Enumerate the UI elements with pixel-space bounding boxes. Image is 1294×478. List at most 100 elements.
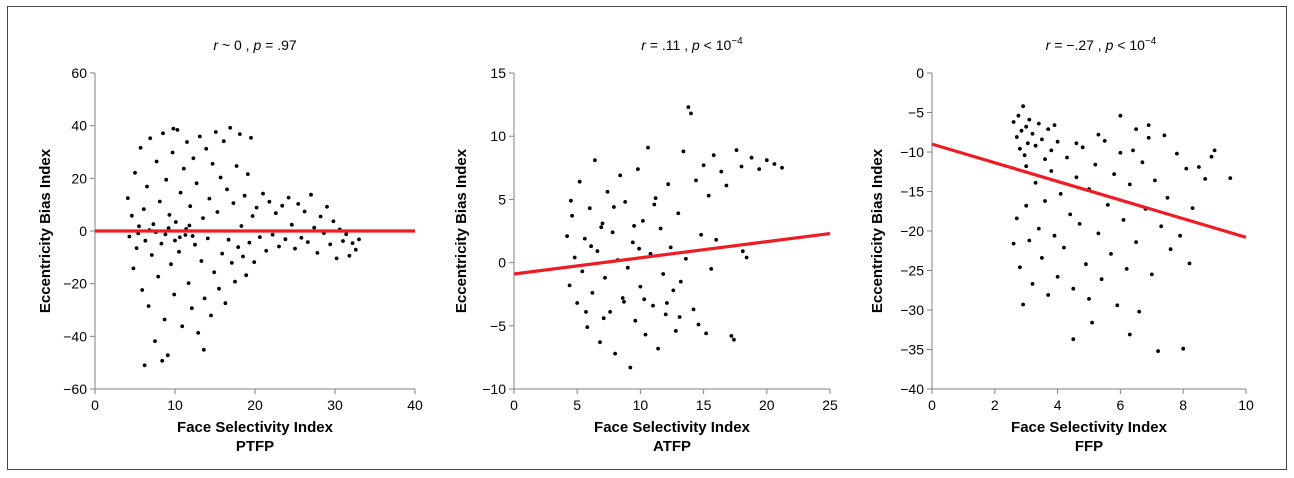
scatter-point: [199, 259, 204, 263]
scatter-point: [267, 199, 272, 204]
scatter-point: [145, 184, 149, 189]
x-tick-label: 0: [91, 397, 99, 413]
scatter-point: [577, 179, 582, 184]
scatter-point: [691, 307, 696, 312]
scatter-point: [244, 273, 249, 278]
title-r-sym: r: [213, 37, 219, 53]
scatter-point: [643, 332, 648, 337]
scatter-point: [599, 225, 604, 230]
scatter-point: [589, 244, 593, 249]
scatter-point: [648, 251, 653, 256]
y-tick-label: −20: [900, 223, 924, 239]
scatter-point: [273, 211, 278, 216]
scatter-point: [194, 181, 199, 186]
regression-line: [513, 231, 831, 276]
scatter-point: [600, 221, 605, 226]
scatter-point: [1052, 123, 1057, 127]
scatter-panel-atfp: r = .11 , p < 10−4 −10 −5 0 5 10 15 0 5 10 15 20 25 F…: [432, 0, 852, 478]
scatter-point: [1021, 302, 1025, 307]
scatter-point: [1036, 121, 1041, 126]
scatter-point: [293, 246, 297, 251]
scatter-point: [1153, 178, 1157, 183]
scatter-point: [181, 166, 186, 171]
scatter-point: [1090, 320, 1094, 325]
scatter-point: [1159, 224, 1164, 229]
y-axis-label: Eccentricity Bias Index: [453, 148, 470, 313]
x-tick-label: 6: [1117, 397, 1125, 413]
scatter-point: [1021, 104, 1025, 109]
scatter-point: [1019, 128, 1024, 133]
scatter-point: [1027, 117, 1032, 122]
y-axis-label: Eccentricity Bias Index: [869, 148, 886, 313]
scatter-point: [210, 161, 215, 166]
x-tick-label: 25: [822, 397, 838, 413]
scatter-point: [125, 196, 130, 201]
scatter-point: [1024, 203, 1029, 208]
scatter-point: [280, 203, 285, 208]
scatter-point: [1046, 293, 1051, 297]
title-p-sym: p: [691, 37, 700, 53]
x-tick-label: 20: [247, 397, 263, 413]
scatter-point: [1049, 148, 1054, 153]
scatter-point: [283, 237, 288, 242]
scatter-point: [169, 262, 173, 267]
scatter-point: [1030, 131, 1035, 136]
x-axis-label: Face Selectivity Index: [177, 419, 334, 436]
scatter-point: [701, 163, 706, 168]
scatter-point: [1137, 309, 1142, 314]
scatter-point: [724, 183, 729, 188]
scatter-point: [585, 325, 590, 329]
scatter-points: [565, 105, 784, 370]
scatter-point: [1168, 247, 1173, 252]
scatter-point: [684, 256, 688, 261]
scatter-point: [225, 187, 229, 192]
scatter-point: [175, 127, 180, 132]
scatter-point: [1055, 274, 1060, 279]
scatter-point: [160, 358, 165, 363]
y-tick-label: −15: [900, 184, 924, 200]
scatter-point: [166, 226, 171, 231]
scatter-point: [148, 136, 153, 141]
scatter-point: [249, 135, 253, 140]
scatter-point: [1146, 123, 1151, 127]
scatter-point: [318, 214, 323, 219]
scatter-point: [146, 304, 151, 308]
scatter-point: [1087, 297, 1091, 301]
scatter-point: [171, 126, 176, 131]
scatter-point: [257, 235, 262, 240]
scatter-point: [1140, 160, 1145, 165]
scatter-point: [1027, 238, 1032, 243]
scatter-point: [711, 153, 716, 158]
scatter-point: [127, 234, 132, 239]
scatter-point: [780, 165, 784, 170]
scatter-point: [1011, 120, 1016, 124]
scatter-point: [706, 193, 711, 198]
scatter-point: [1190, 206, 1195, 211]
y-tick-label: −30: [900, 302, 924, 318]
scatter-point: [1121, 218, 1126, 222]
scatter-point: [331, 219, 336, 224]
scatter-point: [1118, 113, 1123, 118]
scatter-point: [665, 301, 669, 305]
scatter-point: [350, 241, 355, 246]
scatter-point: [676, 211, 681, 216]
y-tick-label: −20: [63, 276, 87, 292]
y-tick-label: 60: [71, 65, 87, 81]
scatter-point: [173, 220, 178, 224]
x-axis-label: Face Selectivity Index: [594, 419, 751, 436]
scatter-point: [1018, 265, 1022, 270]
scatter-point: [1040, 256, 1044, 260]
x-tick-label: 0: [510, 397, 518, 413]
scatter-point: [1187, 261, 1192, 266]
scatter-point: [202, 296, 207, 301]
scatter-point: [1118, 150, 1123, 155]
scatter-point: [196, 331, 201, 335]
scatter-point: [218, 175, 223, 180]
scatter-point: [734, 148, 739, 153]
title-r-val: ~ 0 ,: [218, 37, 253, 53]
title-p-exp: −4: [1145, 36, 1157, 47]
scatter-point: [347, 253, 352, 258]
title-r-sym: r: [1046, 37, 1052, 53]
scatter-point: [1022, 153, 1027, 158]
title-r-sym: r: [641, 37, 647, 53]
